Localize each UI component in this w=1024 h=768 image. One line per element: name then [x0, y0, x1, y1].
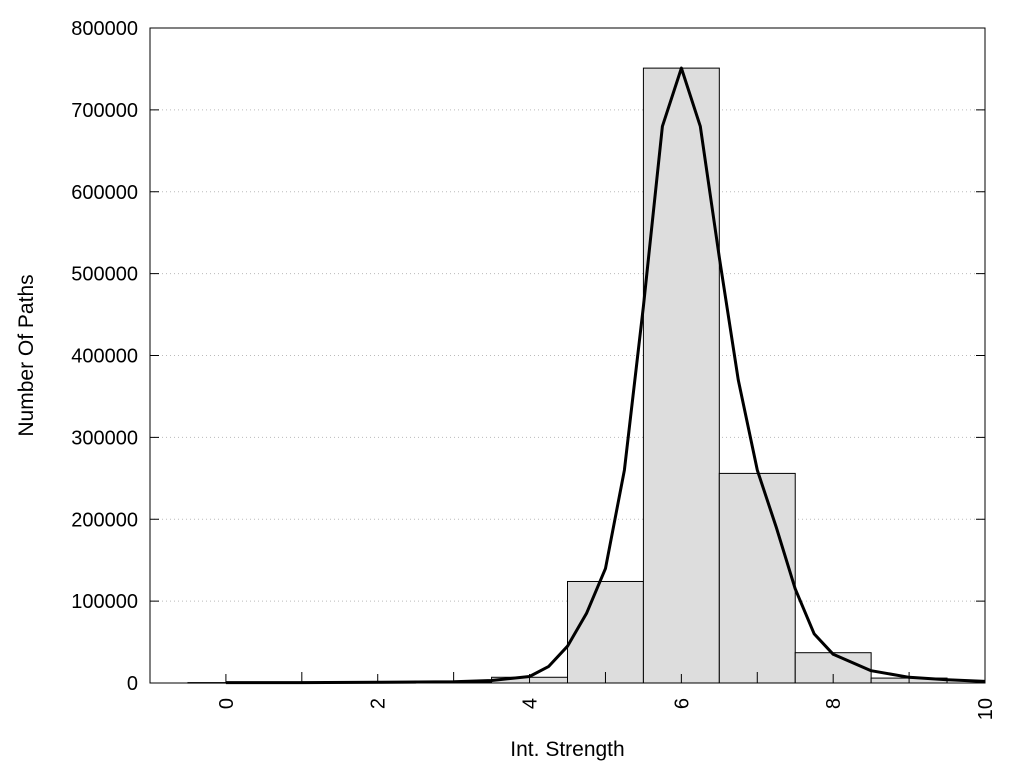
plot-frame [149, 27, 986, 684]
x-tick-labels: 0 2 4 6 8 10 [216, 698, 997, 720]
y-tick-label: 0 [127, 673, 138, 695]
x-tick-label: 2 [368, 698, 390, 709]
y-tick-label: 300000 [71, 427, 138, 449]
y-tick-labels: 0 100000 200000 300000 400000 500000 600000 700… [71, 18, 138, 695]
y-tick-label: 700000 [71, 100, 138, 122]
y-tick-label: 500000 [71, 264, 138, 286]
y-axis-label: Number Of Paths [15, 274, 38, 436]
x-tick-label: 8 [823, 698, 845, 709]
x-tick-label: 0 [216, 698, 238, 709]
y-tick-label: 400000 [71, 346, 138, 368]
histogram-bar [567, 580, 644, 684]
grid-lines [150, 109, 985, 602]
histogram-bar [642, 67, 720, 684]
x-axis-label: Int. Strength [510, 738, 624, 761]
x-tick-label: 6 [671, 698, 693, 709]
y-tick-label: 600000 [71, 182, 138, 204]
x-tick-label: 4 [520, 698, 542, 709]
y-tick-label: 100000 [71, 591, 138, 613]
y-tick-label: 200000 [71, 509, 138, 531]
bar-series [187, 67, 948, 684]
histogram-bar [718, 472, 796, 684]
fit-curve [225, 66, 986, 685]
y-tick-label: 800000 [71, 18, 138, 40]
x-tick-label: 10 [975, 698, 997, 720]
